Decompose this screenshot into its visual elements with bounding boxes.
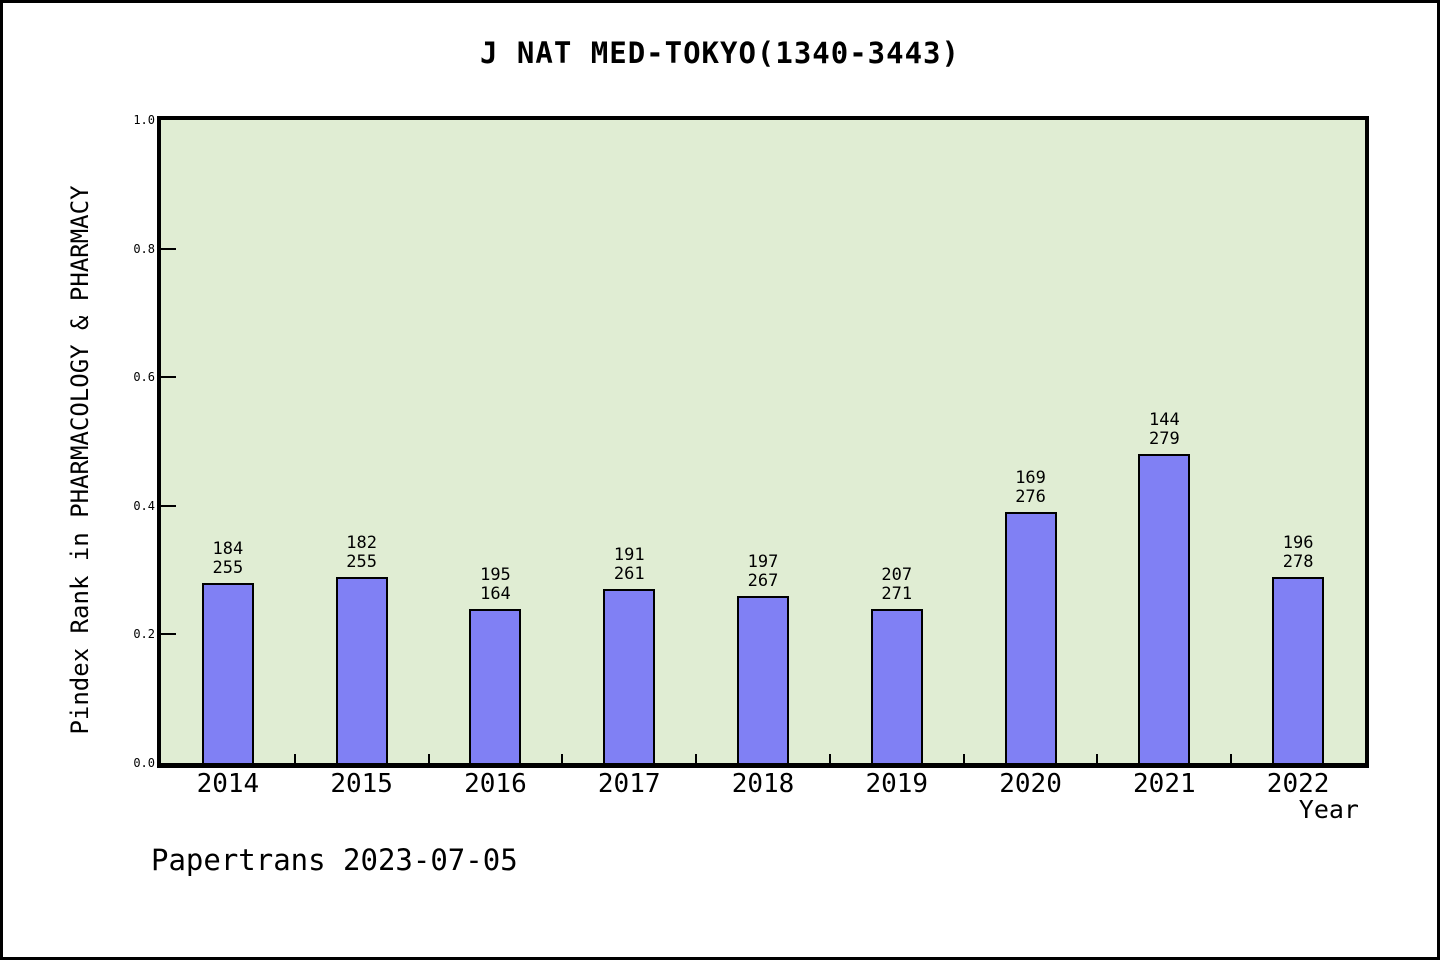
bar-value-label-2017: 191 261 xyxy=(614,546,645,584)
plot-area: 184 255 182 255 195 164 191 261 197 267 207 271 169 2… xyxy=(157,116,1369,768)
x-tick-label-2015: 2015 xyxy=(330,769,393,799)
watermark-text: Papertrans 2023-07-05 xyxy=(151,843,518,877)
y-tick-label-0.6: 0.6 xyxy=(133,370,155,385)
x-tick-mark xyxy=(293,754,296,763)
bar-value-label-2019: 207 271 xyxy=(881,566,912,604)
y-axis-label: Pindex Rank in PHARMACOLOGY & PHARMACY xyxy=(66,185,94,735)
bar-value-line: 169 xyxy=(1015,468,1046,488)
y-tick-label-0.8: 0.8 xyxy=(133,241,155,256)
x-tick-label-2017: 2017 xyxy=(597,769,661,799)
bar-value-label-2018: 197 267 xyxy=(748,553,779,591)
bar-value-line: 261 xyxy=(613,564,645,584)
figure: J NAT MED-TOKYO(1340-3443) Pindex Rank i… xyxy=(3,3,1437,957)
x-tick-mark xyxy=(828,754,831,763)
x-tick-mark xyxy=(962,754,965,763)
bar-value-label-2014: 184 255 xyxy=(213,540,244,578)
bar-value-label-2015: 182 255 xyxy=(346,534,377,572)
bar-value-label-2022: 196 278 xyxy=(1283,534,1314,572)
bar-2018 xyxy=(737,596,789,763)
x-tick-label-2016: 2016 xyxy=(464,769,527,799)
bar-value-line: 182 xyxy=(346,533,378,553)
bar-2020 xyxy=(1004,512,1057,763)
bar-value-line: 197 xyxy=(747,552,779,572)
x-tick-mark xyxy=(427,754,430,763)
bar-value-line: 255 xyxy=(346,552,378,572)
bar-value-line: 279 xyxy=(1148,429,1180,449)
bar-2021 xyxy=(1138,454,1191,763)
x-tick-mark xyxy=(561,754,564,763)
x-tick-label-2018: 2018 xyxy=(731,769,795,799)
bar-value-line: 144 xyxy=(1148,410,1180,430)
bar-value-label-2020: 169 276 xyxy=(1015,469,1046,507)
bar-2022 xyxy=(1272,577,1325,763)
y-tick-label-1.0: 1.0 xyxy=(133,113,155,127)
x-tick-label-2014: 2014 xyxy=(196,769,260,799)
x-tick-label-2019: 2019 xyxy=(865,769,929,799)
bar-2019 xyxy=(870,609,923,763)
x-tick-label-2020: 2020 xyxy=(999,769,1062,799)
bar-value-line: 255 xyxy=(212,558,244,578)
y-tick-label-0.2: 0.2 xyxy=(133,627,155,642)
bar-2017 xyxy=(603,589,656,763)
y-tick-label-0.0: 0.0 xyxy=(133,756,155,770)
bar-value-line: 276 xyxy=(1015,487,1046,507)
x-tick-mark xyxy=(1096,754,1099,763)
bar-value-line: 267 xyxy=(747,571,779,591)
bar-value-line: 191 xyxy=(613,545,645,565)
x-tick-mark xyxy=(1230,754,1233,763)
bar-2014 xyxy=(201,583,254,763)
bar-value-line: 184 xyxy=(212,539,244,559)
y-tick-label-0.4: 0.4 xyxy=(133,498,155,513)
bar-value-line: 164 xyxy=(480,584,511,604)
bar-2016 xyxy=(469,609,522,763)
bar-value-line: 207 xyxy=(881,565,913,585)
bar-value-line: 271 xyxy=(881,584,913,604)
x-tick-label-2021: 2021 xyxy=(1133,769,1196,799)
bar-value-line: 196 xyxy=(1282,533,1314,553)
chart-title: J NAT MED-TOKYO(1340-3443) xyxy=(480,36,960,70)
bar-value-label-2021: 144 279 xyxy=(1149,411,1180,449)
y-tick-mark xyxy=(161,376,176,379)
bar-value-line: 195 xyxy=(480,565,511,585)
bar-value-line: 278 xyxy=(1282,552,1314,572)
bar-value-label-2016: 195 164 xyxy=(480,566,511,604)
x-tick-label-2022: 2022 xyxy=(1266,769,1330,799)
y-tick-mark xyxy=(161,633,176,636)
bar-2015 xyxy=(335,577,388,763)
x-tick-mark xyxy=(695,754,698,763)
y-tick-mark xyxy=(161,247,176,250)
x-axis-label: Year xyxy=(1298,795,1359,824)
y-tick-mark xyxy=(161,504,176,507)
